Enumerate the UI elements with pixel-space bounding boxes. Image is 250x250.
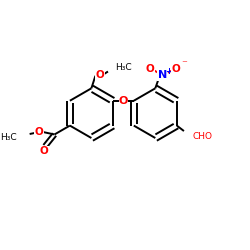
Text: O: O — [40, 146, 48, 156]
Text: O: O — [172, 64, 180, 74]
Text: O: O — [146, 64, 154, 74]
Text: +: + — [166, 66, 172, 76]
Text: O: O — [35, 127, 43, 137]
Text: CHO: CHO — [192, 132, 212, 141]
Text: O: O — [119, 96, 128, 106]
Text: H₃C: H₃C — [0, 133, 16, 142]
Text: ⁻: ⁻ — [181, 60, 187, 70]
Text: H₃C: H₃C — [116, 63, 132, 72]
Text: N: N — [158, 70, 167, 80]
Text: O: O — [95, 70, 104, 80]
